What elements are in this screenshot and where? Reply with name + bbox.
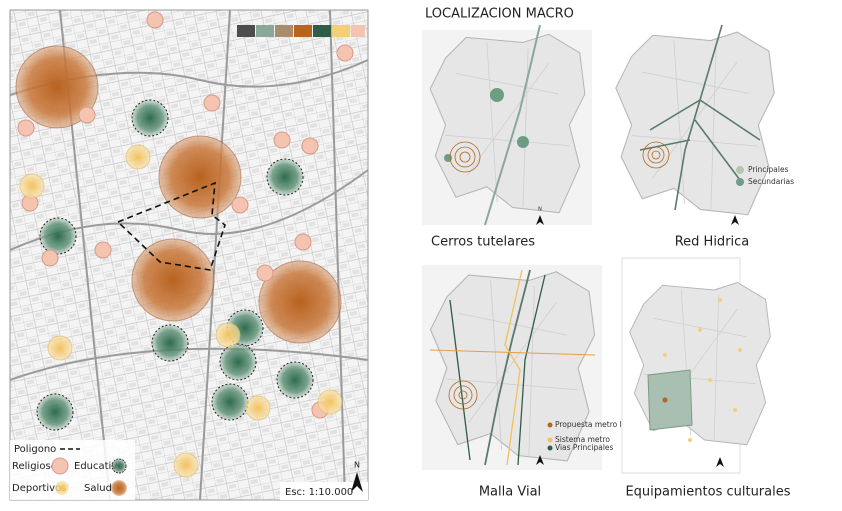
- legend-item: Propuesta metro ligero: [555, 420, 641, 429]
- religious-site: [203, 94, 221, 112]
- religious-site: [336, 44, 354, 62]
- religious-site: [146, 11, 164, 29]
- legend-health: Salud: [84, 483, 112, 494]
- health-area: [131, 238, 215, 322]
- legend-religious-swatch: [51, 457, 69, 475]
- legend-item: Sistema metro: [555, 435, 610, 444]
- legend-polygon: Poligono: [14, 444, 56, 455]
- panel-cerros: N: [422, 24, 592, 226]
- polygon: [116, 181, 226, 271]
- religious-site: [273, 131, 291, 149]
- legend-health-swatch: [111, 480, 127, 496]
- religious-site: [41, 249, 59, 267]
- legend-education: Educativo: [74, 461, 123, 472]
- sports-area: [173, 452, 199, 478]
- north-label: N: [538, 207, 542, 213]
- north-arrow: [351, 472, 363, 492]
- macro-title: LOCALIZACION MACRO: [425, 7, 574, 22]
- education-area: [151, 324, 189, 362]
- legend-item: Vias Principales: [555, 443, 614, 452]
- caption: Red Hidrica: [675, 235, 750, 250]
- religious-site: [301, 137, 319, 155]
- education-area: [219, 343, 257, 381]
- facility-layer: [15, 11, 354, 478]
- education-area: [211, 383, 249, 421]
- health-area: [15, 45, 99, 129]
- sports-area: [125, 144, 151, 170]
- education-area: [131, 99, 169, 137]
- scale-box: [280, 482, 368, 500]
- education-area: [36, 393, 74, 431]
- sports-area: [47, 335, 73, 361]
- legend-education-swatch: [111, 458, 127, 474]
- panel-red-hidrica: [615, 24, 775, 225]
- religious-site: [256, 264, 274, 282]
- sports-area: [19, 173, 45, 199]
- legend-religious: Religioso: [12, 461, 57, 472]
- palette: [237, 25, 365, 37]
- education-area: [276, 361, 314, 399]
- religious-site: [294, 233, 312, 251]
- legend-item: Principales: [748, 165, 789, 174]
- religious-site: [17, 119, 35, 137]
- education-area: [266, 158, 304, 196]
- north-label: N: [354, 461, 360, 470]
- scale: Esc: 1:10.000: [285, 487, 353, 498]
- legend-sports-swatch: [55, 481, 69, 495]
- sports-area: [317, 389, 343, 415]
- panel-malla-vial: [422, 265, 602, 470]
- legend-item: Secundarias: [748, 177, 794, 186]
- caption: Equipamientos culturales: [625, 485, 790, 500]
- legend-sports: Deportivos: [12, 483, 66, 494]
- panel-equipamientos: [621, 257, 771, 474]
- health-area: [158, 135, 242, 219]
- religious-site: [231, 196, 249, 214]
- religious-site: [94, 241, 112, 259]
- health-area: [258, 260, 342, 344]
- religious-site: [78, 106, 96, 124]
- education-area: [39, 217, 77, 255]
- sports-area: [245, 395, 271, 421]
- caption: Cerros tutelares: [431, 235, 535, 250]
- caption: Malla Vial: [479, 485, 541, 500]
- sports-area: [215, 322, 241, 348]
